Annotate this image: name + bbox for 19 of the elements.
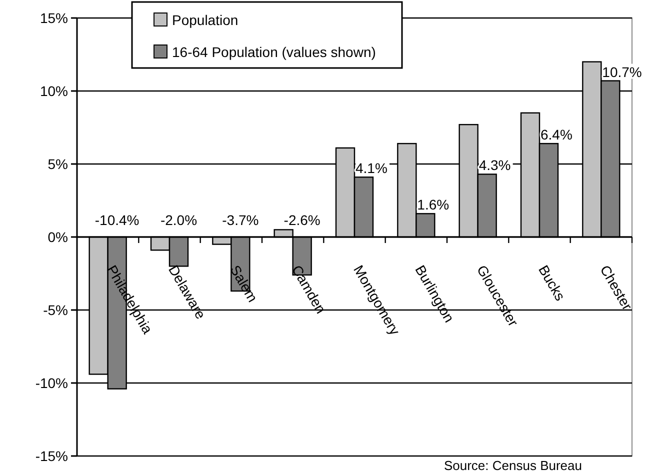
y-tick-label: 5% xyxy=(48,156,68,172)
data-label: 4.1% xyxy=(356,160,388,176)
y-tick-label: 10% xyxy=(40,82,68,99)
data-label: -2.6% xyxy=(284,212,320,228)
data-label: 4.3% xyxy=(478,157,511,174)
y-tick-label: -10% xyxy=(35,374,68,391)
data-label: 10.7% xyxy=(602,64,642,80)
y-tick-label: -15% xyxy=(35,448,68,464)
y-tick-label: -5% xyxy=(43,302,68,318)
data-label: 1.6% xyxy=(417,196,450,213)
data-label: -3.7% xyxy=(222,212,259,228)
data-label: -10.4% xyxy=(94,212,140,228)
data-label: 6.4% xyxy=(540,126,572,143)
y-tick-label: 0% xyxy=(48,228,68,245)
data-label: -2.0% xyxy=(160,212,198,228)
y-tick-label: 15% xyxy=(40,10,68,26)
legend-label: Population xyxy=(172,12,238,28)
source-note: Source: Census Bureau xyxy=(444,458,582,471)
legend-label: 16-64 Population (values shown) xyxy=(172,44,376,60)
